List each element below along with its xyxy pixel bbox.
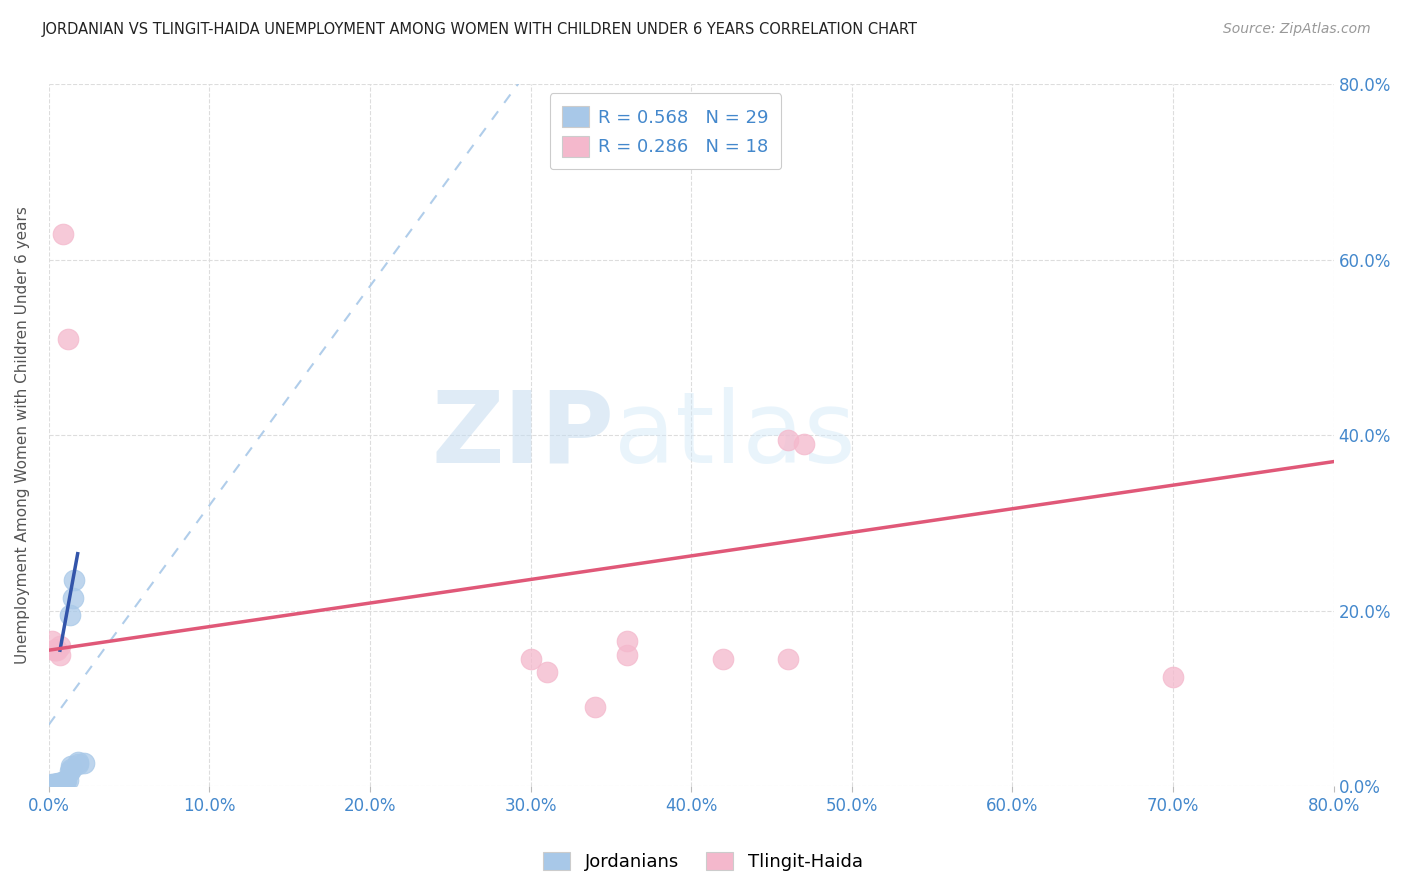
Point	[52, 227, 75, 241]
Point	[41, 634, 63, 648]
Point	[711, 652, 734, 666]
Text: atlas: atlas	[614, 387, 856, 483]
Point	[536, 665, 558, 679]
Point	[55, 772, 77, 787]
Point	[776, 652, 799, 666]
Point	[616, 648, 638, 662]
Point	[45, 777, 67, 791]
Point	[41, 777, 63, 791]
Point	[45, 643, 67, 657]
Point	[60, 759, 83, 773]
Point	[51, 774, 73, 789]
Point	[49, 639, 72, 653]
Point	[44, 776, 66, 790]
Point	[42, 777, 65, 791]
Text: JORDANIAN VS TLINGIT-HAIDA UNEMPLOYMENT AMONG WOMEN WITH CHILDREN UNDER 6 YEARS : JORDANIAN VS TLINGIT-HAIDA UNEMPLOYMENT …	[42, 22, 918, 37]
Text: Source: ZipAtlas.com: Source: ZipAtlas.com	[1223, 22, 1371, 37]
Point	[776, 433, 799, 447]
Point	[45, 776, 67, 790]
Point	[62, 591, 84, 605]
Text: ZIP: ZIP	[432, 387, 614, 483]
Point	[52, 774, 75, 789]
Point	[48, 776, 70, 790]
Point	[41, 778, 63, 792]
Point	[73, 756, 96, 771]
Legend: R = 0.568   N = 29, R = 0.286   N = 18: R = 0.568 N = 29, R = 0.286 N = 18	[550, 94, 782, 169]
Point	[42, 643, 65, 657]
Point	[63, 573, 86, 587]
Point	[59, 608, 82, 623]
Point	[56, 772, 79, 787]
Point	[53, 774, 76, 789]
Point	[59, 764, 82, 779]
Point	[51, 775, 73, 789]
Legend: Jordanians, Tlingit-Haida: Jordanians, Tlingit-Haida	[536, 845, 870, 879]
Point	[49, 775, 72, 789]
Point	[616, 634, 638, 648]
Point	[1161, 669, 1184, 683]
Point	[60, 762, 83, 776]
Point	[49, 776, 72, 790]
Point	[583, 700, 606, 714]
Point	[42, 778, 65, 792]
Point	[53, 773, 76, 788]
Point	[66, 757, 89, 772]
Point	[39, 778, 62, 792]
Point	[793, 437, 815, 451]
Point	[56, 332, 79, 346]
Point	[519, 652, 541, 666]
Point	[66, 755, 89, 769]
Point	[44, 643, 66, 657]
Point	[48, 775, 70, 789]
Point	[44, 777, 66, 791]
Point	[49, 648, 72, 662]
Y-axis label: Unemployment Among Women with Children Under 6 years: Unemployment Among Women with Children U…	[15, 206, 30, 665]
